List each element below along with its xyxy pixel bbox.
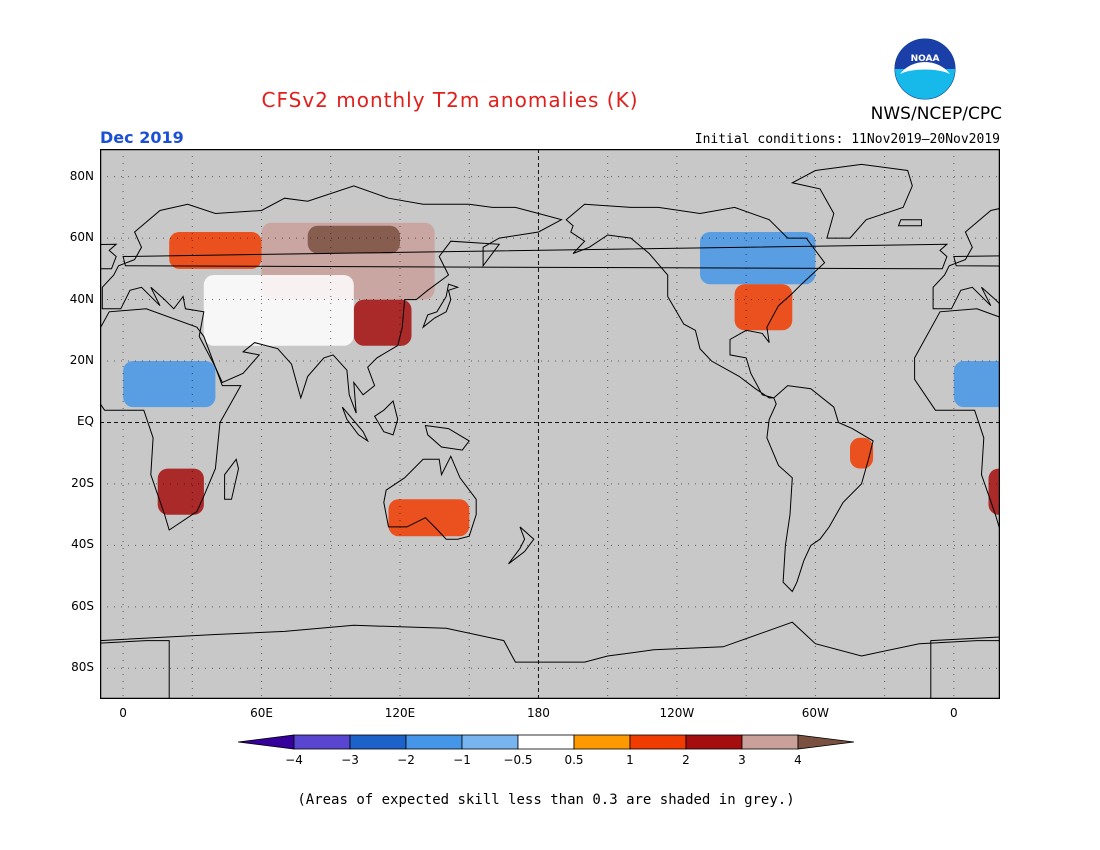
coastline-antarctica xyxy=(0,640,170,700)
colorbar-label: −3 xyxy=(341,753,359,767)
anomaly-region xyxy=(734,284,793,331)
lon-tick-label: 180 xyxy=(527,706,550,720)
colorbar-label: 4 xyxy=(794,753,802,767)
skill-grey-background xyxy=(100,149,1000,699)
lat-tick-label: 40N xyxy=(69,291,94,306)
logo-text: NOAA xyxy=(911,54,940,64)
lat-tick-label: 20N xyxy=(69,353,94,367)
anomaly-region xyxy=(953,361,1047,408)
colorbar-bin xyxy=(685,734,743,750)
initial-conditions: Initial conditions: 11Nov2019–20Nov2019 xyxy=(694,132,1000,147)
colorbar-bin xyxy=(238,734,295,750)
lon-tick-label: 120E xyxy=(384,706,416,720)
coastline-nz xyxy=(508,526,535,565)
coastline-eurasia xyxy=(101,185,563,414)
map-title-text: CFSv2 monthly T2m anomalies (K) xyxy=(261,88,639,112)
lat-tick-label: 40S xyxy=(71,537,94,552)
coastline-antarctica xyxy=(99,621,1001,700)
map-frame xyxy=(99,148,1001,700)
coastline-australia xyxy=(383,455,477,540)
colorbar-bin xyxy=(349,734,407,750)
lon-tick-label: 60W xyxy=(801,706,829,720)
coastline-gbritain xyxy=(953,253,1100,267)
coastline-namerica xyxy=(565,203,826,399)
coastline-borneo xyxy=(373,400,399,436)
lon-tick-label: 0 xyxy=(119,706,127,720)
coastline-gbritain xyxy=(122,243,949,270)
colorbar-bin xyxy=(797,734,855,750)
colorbar-label: 0.5 xyxy=(564,753,584,767)
map-title: CFSv2 monthly T2m anomalies (K) xyxy=(0,88,1100,112)
coastline-gbritain xyxy=(0,243,118,270)
anomaly-region xyxy=(307,225,400,254)
colorbar-bin xyxy=(629,734,687,750)
colorbar-label: −1 xyxy=(453,753,471,767)
anomaly-region xyxy=(157,468,204,515)
colorbar-bin xyxy=(293,734,351,750)
colorbar-label: 2 xyxy=(682,753,690,767)
anomaly-region xyxy=(169,232,262,269)
noaa-logo: NOAA xyxy=(894,38,956,100)
colorbar-bin xyxy=(405,734,463,750)
colorbar xyxy=(238,734,855,750)
anomaly-map xyxy=(0,148,1100,700)
organization-label: NWS/NCEP/CPC xyxy=(870,104,1002,124)
coastline-ngunea xyxy=(424,424,470,451)
lat-tick-label: 60S xyxy=(71,598,94,613)
colorbar-bin xyxy=(461,734,519,750)
colorbar-bin xyxy=(573,734,631,750)
colorbar-label: −4 xyxy=(285,753,303,767)
anomaly-map-svg xyxy=(0,148,1100,700)
colorbar-bin xyxy=(741,734,799,750)
colorbar-label: 1 xyxy=(626,753,634,767)
colorbar-label: 3 xyxy=(738,753,746,767)
lon-tick-label: 0 xyxy=(950,706,958,720)
anomaly-region xyxy=(988,468,1035,515)
footnote-text: (Areas of expected skill less than 0.3 a… xyxy=(297,792,795,808)
colorbar-bin xyxy=(517,734,575,750)
anomaly-region xyxy=(388,499,470,537)
coastline-africa xyxy=(83,308,242,531)
footnote: (Areas of expected skill less than 0.3 a… xyxy=(0,792,1100,808)
anomaly-region xyxy=(123,361,216,408)
coastline-iceland xyxy=(897,219,922,227)
coastline-madagascar xyxy=(224,458,240,500)
anomaly-region xyxy=(850,437,874,469)
anomaly-region xyxy=(353,299,412,346)
colorbar-label: −2 xyxy=(397,753,415,767)
lat-tick-label: 20S xyxy=(71,475,94,490)
colorbar-label: −0.5 xyxy=(503,753,533,767)
coastline-greenland xyxy=(790,163,913,239)
valid-month: Dec 2019 xyxy=(100,128,184,147)
lat-tick-label: 80N xyxy=(69,168,94,183)
anomaly-region xyxy=(700,232,816,285)
anomaly-region xyxy=(203,275,354,346)
lat-tick-label: EQ xyxy=(76,414,94,429)
lon-tick-label: 60E xyxy=(250,706,273,720)
lat-tick-label: 80S xyxy=(71,660,94,675)
coastline-japan xyxy=(421,283,460,329)
lon-tick-label: 120W xyxy=(659,706,695,720)
lat-tick-label: 60N xyxy=(69,230,94,245)
coastline-sumatra xyxy=(341,406,369,443)
